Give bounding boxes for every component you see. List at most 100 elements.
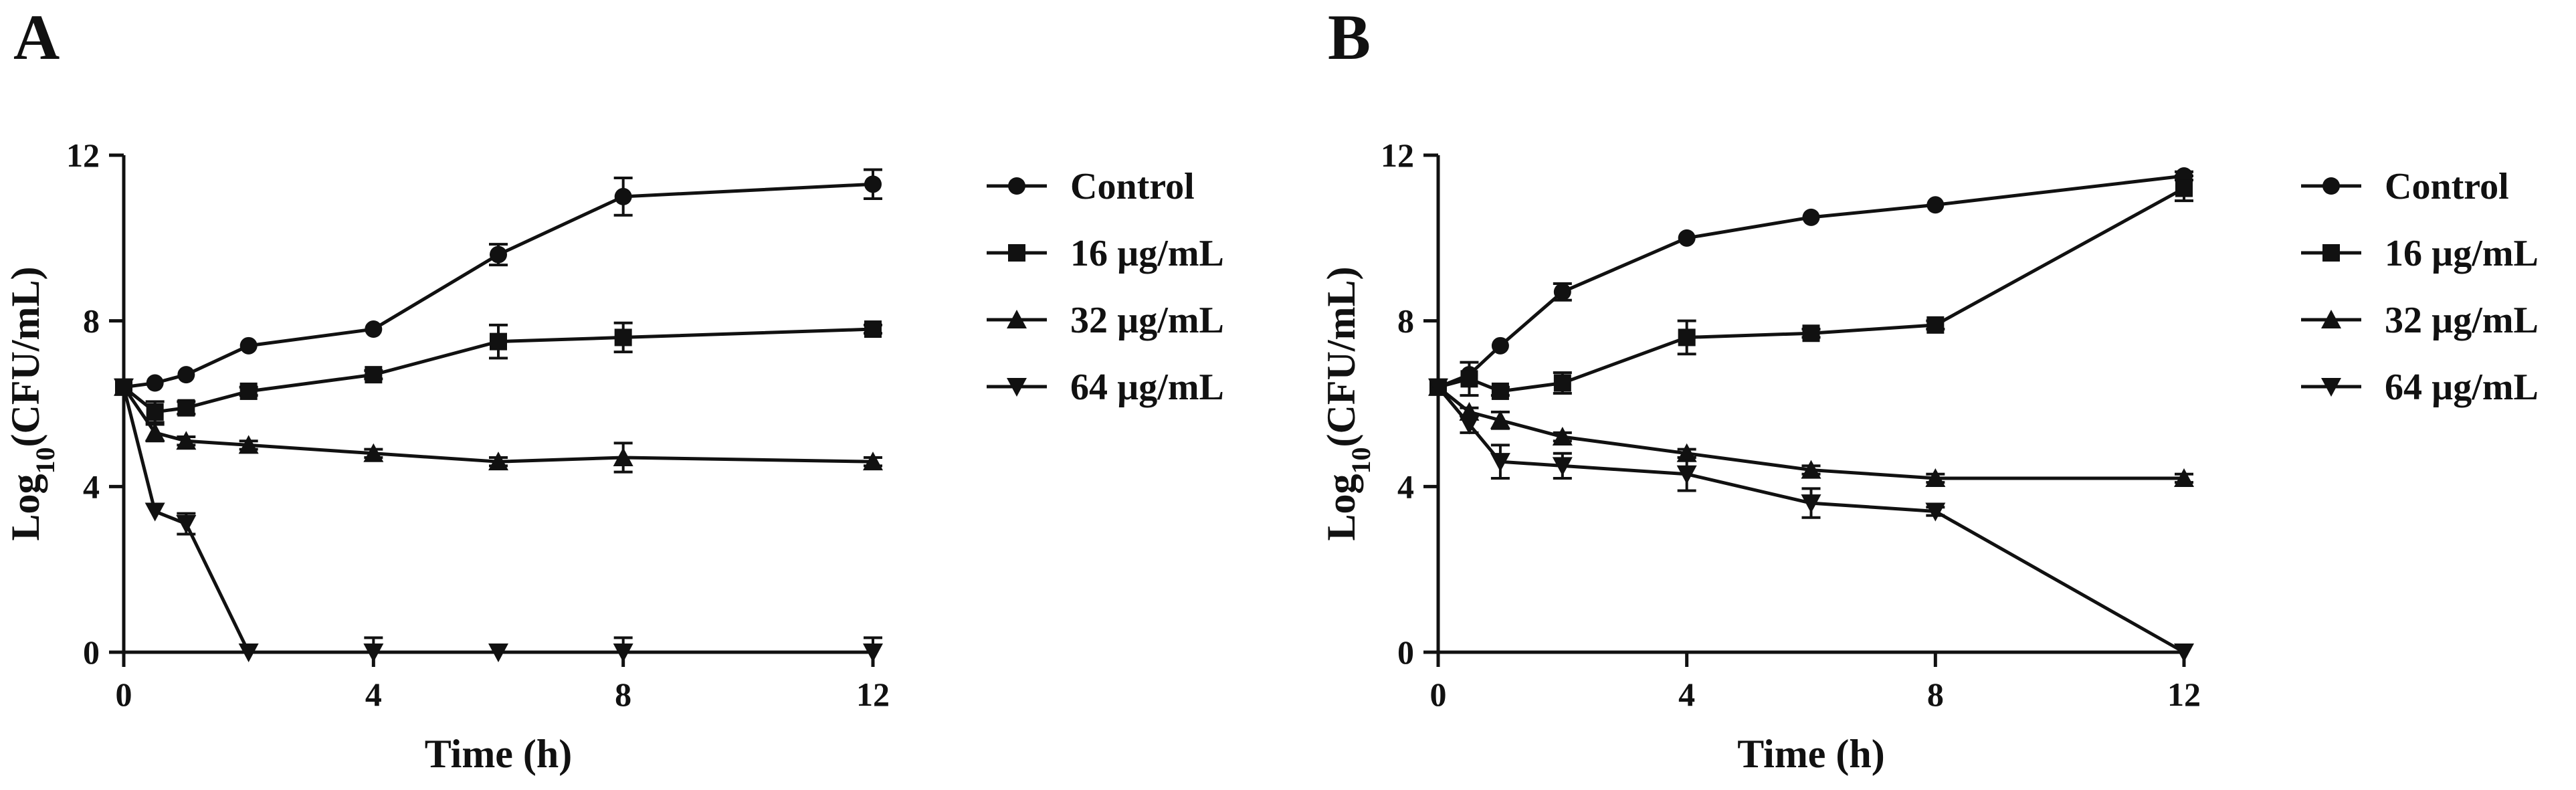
data-point-a-control <box>146 374 164 392</box>
panel-a: A 0 4 8 12 0 4 8 12 Time (h) Log10(CFU/mL) Contro… <box>3 1 1224 776</box>
legend-label-a: 32 µg/mL <box>1070 300 1224 341</box>
data-point-a-control <box>490 245 507 264</box>
data-point-b-32-g-ml <box>1552 427 1573 446</box>
data-point-a-64-g-ml <box>114 378 134 397</box>
legend-marker-a <box>1007 378 1027 397</box>
data-point-a-control <box>239 336 258 355</box>
data-point-a-16-g-ml <box>365 366 383 384</box>
series-line-a-64-g-ml <box>122 387 873 654</box>
data-point-b-16-g-ml <box>1802 324 1820 342</box>
panel-letter-b: B <box>1328 1 1371 73</box>
legend-label-a: 16 µg/mL <box>1070 233 1224 274</box>
series-a-control <box>115 168 882 396</box>
series-b-control <box>1429 167 2193 396</box>
legend-a: Control 16 µg/mL 32 µg/mL 64 µg/mL <box>987 166 1224 408</box>
series-line-b-64-g-ml <box>1437 386 2185 654</box>
data-point-b-32-g-ml <box>2174 468 2194 487</box>
x-tick-label-b: 4 <box>1678 676 1695 713</box>
y-tick-label-b: 8 <box>1397 302 1414 340</box>
y-tick-label-a: 8 <box>83 302 100 340</box>
data-point-a-64-g-ml <box>363 644 384 662</box>
data-point-a-32-g-ml <box>613 447 633 466</box>
legend-item-b-16-g-ml: 16 µg/mL <box>2301 233 2539 274</box>
legend-marker-a <box>1007 310 1027 328</box>
panel-letter-a: A <box>13 1 60 73</box>
data-point-a-16-g-ml <box>614 328 632 347</box>
data-point-a-32-g-ml <box>363 443 384 462</box>
legend-item-a-control: Control <box>987 166 1195 207</box>
data-point-a-16-g-ml <box>490 332 507 351</box>
data-point-a-64-g-ml <box>176 515 197 534</box>
x-tick-label-a: 12 <box>856 676 890 713</box>
data-point-a-control <box>177 366 195 384</box>
legend-label-a: 64 µg/mL <box>1070 367 1224 408</box>
legend-label-b: Control <box>2385 166 2509 207</box>
x-tick-label-b: 0 <box>1430 676 1447 713</box>
series-line-a-32-g-ml <box>122 386 874 464</box>
data-point-b-64-g-ml <box>1552 457 1573 476</box>
data-point-a-32-g-ml <box>238 435 259 454</box>
data-point-b-control <box>1802 208 1820 226</box>
legend-item-b-32-g-ml: 32 µg/mL <box>2301 300 2539 341</box>
data-point-a-control <box>365 320 383 338</box>
data-point-b-16-g-ml <box>2175 179 2193 197</box>
x-tick-label-a: 0 <box>116 676 132 713</box>
y-tick-label-a: 4 <box>83 468 100 505</box>
panel-b: B 0 4 8 12 0 4 8 12 Time (h) Log10(CFU/mL) Contro… <box>1319 1 2539 776</box>
series-b-64-g-ml <box>1428 378 2194 662</box>
legend-marker-b <box>2321 310 2341 328</box>
data-point-b-control <box>1678 229 1696 247</box>
legend-label-b: 32 µg/mL <box>2385 300 2539 341</box>
data-point-b-32-g-ml <box>1925 468 1946 487</box>
legend-marker-a <box>1008 244 1025 262</box>
series-b-32-g-ml <box>1428 377 2194 487</box>
series-a-64-g-ml <box>114 378 883 662</box>
data-point-b-control <box>1553 283 1571 301</box>
data-point-a-32-g-ml <box>488 452 508 471</box>
data-point-b-control <box>1491 336 1509 355</box>
legend-item-a-64-g-ml: 64 µg/mL <box>987 367 1224 408</box>
data-point-a-32-g-ml <box>144 422 165 441</box>
plot-area-b: 0 4 8 12 0 4 8 12 Time (h) Log10(CFU/mL) <box>1319 136 2201 776</box>
x-tick-label-b: 12 <box>2167 676 2201 713</box>
data-point-a-16-g-ml <box>177 399 195 417</box>
series-a-32-g-ml <box>114 377 883 474</box>
y-tick-label-a: 0 <box>83 633 100 671</box>
x-axis-title-a: Time (h) <box>425 732 573 776</box>
data-point-b-32-g-ml <box>1490 410 1510 429</box>
legend-item-a-16-g-ml: 16 µg/mL <box>987 233 1224 274</box>
data-point-a-control <box>864 175 882 193</box>
legend-label-a: Control <box>1070 166 1195 207</box>
legend-item-a-32-g-ml: 32 µg/mL <box>987 300 1224 341</box>
data-point-b-64-g-ml <box>1676 465 1697 484</box>
data-point-b-64-g-ml <box>1428 378 1448 397</box>
data-point-b-16-g-ml <box>1678 328 1696 347</box>
data-point-b-64-g-ml <box>1490 453 1510 472</box>
data-point-a-64-g-ml <box>488 644 508 662</box>
data-point-a-64-g-ml <box>613 644 633 662</box>
legend-label-b: 64 µg/mL <box>2385 367 2539 408</box>
legend-marker-b <box>2321 378 2341 397</box>
data-point-a-control <box>614 187 632 205</box>
data-point-a-32-g-ml <box>863 452 883 471</box>
data-point-a-64-g-ml <box>144 502 165 522</box>
y-tick-label-a: 12 <box>66 136 100 174</box>
data-point-b-16-g-ml <box>1460 370 1478 388</box>
x-axis-title-b: Time (h) <box>1737 732 1885 776</box>
legend-marker-b <box>2322 244 2340 262</box>
data-point-a-16-g-ml <box>239 382 258 400</box>
data-point-b-64-g-ml <box>1459 415 1480 435</box>
plot-area-a: 0 4 8 12 0 4 8 12 Time (h) Log10(CFU/mL) <box>3 136 890 776</box>
data-point-b-16-g-ml <box>1553 374 1571 392</box>
x-tick-label-a: 4 <box>365 676 382 713</box>
data-point-a-64-g-ml <box>238 644 259 662</box>
data-point-b-64-g-ml <box>1925 502 1946 522</box>
x-tick-label-b: 8 <box>1927 676 1944 713</box>
data-point-b-32-g-ml <box>1801 460 1821 479</box>
data-point-b-16-g-ml <box>1926 316 1945 334</box>
data-point-b-64-g-ml <box>1801 494 1821 514</box>
y-tick-label-b: 0 <box>1397 633 1414 671</box>
data-point-b-control <box>1926 196 1945 214</box>
